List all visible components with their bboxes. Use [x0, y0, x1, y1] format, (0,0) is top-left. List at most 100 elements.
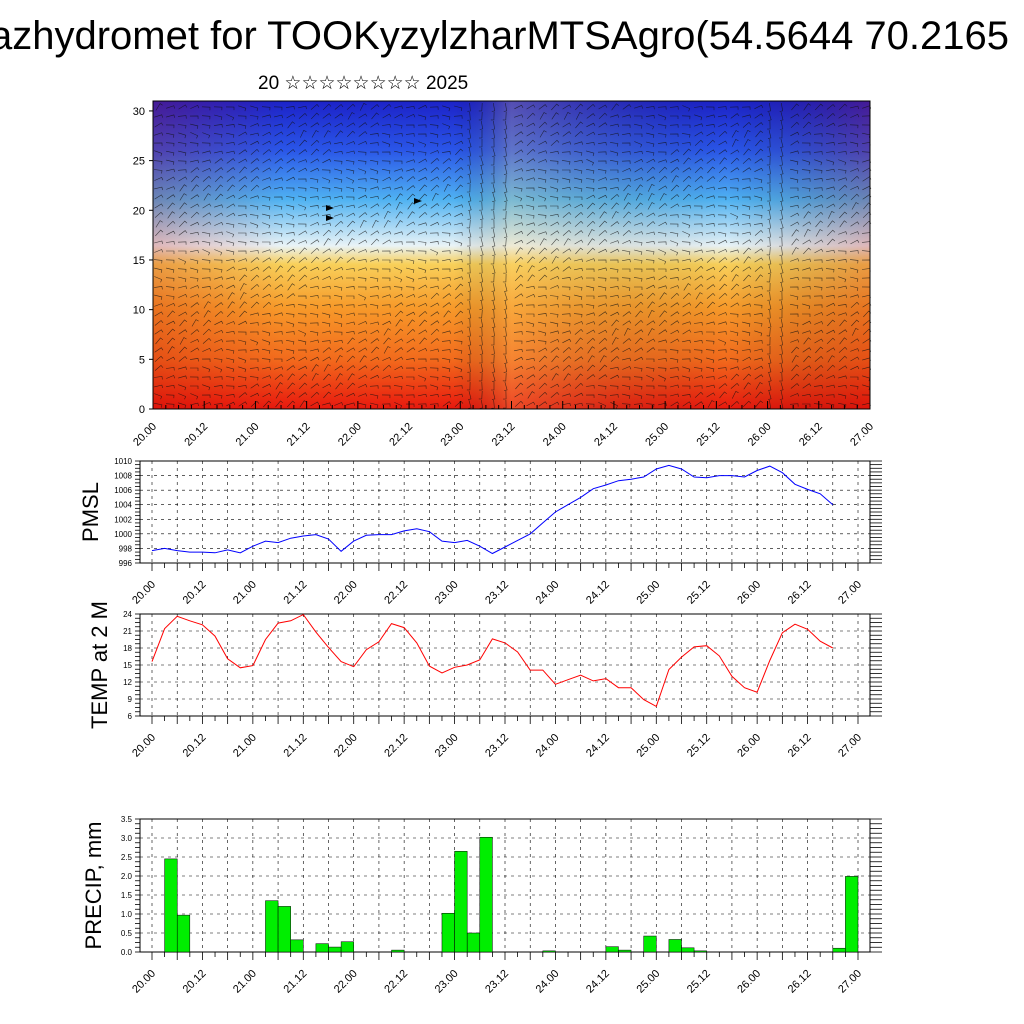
wind-barb [165, 367, 175, 371]
wind-barb [802, 131, 812, 137]
wind-barb [610, 366, 619, 371]
wind-barb [538, 330, 547, 337]
x-tick-label: 22.00 [332, 732, 360, 760]
wind-barb [467, 246, 471, 256]
wind-barb [226, 223, 235, 228]
grid [140, 460, 870, 564]
wind-barb [646, 292, 656, 300]
wind-barb [491, 166, 495, 175]
wind-barb [527, 256, 536, 264]
wind-barb [153, 160, 163, 165]
wind-barb [394, 150, 403, 156]
wind-barb [431, 192, 439, 201]
wind-barb [226, 194, 236, 200]
wind-barb [322, 402, 331, 406]
wind-barb [359, 103, 367, 111]
wind-barb [430, 328, 440, 336]
wind-barb [285, 331, 295, 335]
wind-barb [718, 140, 728, 146]
wind-barb [166, 114, 175, 118]
wind-barb [826, 122, 836, 128]
wind-barb [562, 346, 572, 353]
wind-barb [645, 403, 655, 408]
wind-barb [346, 130, 356, 138]
wind-barb [371, 346, 380, 354]
wind-barb [802, 393, 811, 398]
wind-barb [491, 120, 495, 130]
wind-barb [226, 240, 235, 247]
wind-barb [610, 193, 620, 200]
wind-barb [587, 202, 596, 210]
wind-barb [286, 348, 295, 354]
wind-barb [718, 321, 727, 325]
x-tick-label: 27.00 [836, 732, 864, 760]
wind-barb [371, 112, 379, 120]
wind-barb [503, 318, 507, 328]
wind-barb [371, 219, 379, 228]
wind-barb [274, 240, 283, 245]
wind-barb [262, 177, 272, 181]
wind-barb [850, 186, 860, 190]
wind-barb [358, 212, 368, 218]
wind-barb [706, 256, 716, 263]
wind-barb [286, 213, 295, 220]
wind-barb [322, 356, 332, 362]
wind-barb [826, 104, 836, 110]
wind-barb [838, 193, 848, 201]
wind-barb [573, 304, 583, 308]
wind-barb [262, 301, 272, 308]
wind-barb [214, 310, 224, 317]
wind-barb [768, 112, 772, 121]
wind-barb [658, 268, 667, 272]
wind-barb [227, 292, 235, 300]
wind-barb [273, 214, 283, 218]
wind-barb [754, 195, 763, 202]
wind-barb [850, 393, 859, 400]
wind-barb [611, 319, 619, 327]
wind-barb [742, 204, 751, 210]
wind-barb [262, 123, 271, 128]
wind-barb [287, 274, 295, 282]
wind-barb [827, 220, 835, 228]
wind-barb [237, 250, 247, 254]
wind-barb [287, 256, 296, 264]
x-tick-label: 22.12 [382, 579, 410, 607]
wind-barb [742, 321, 751, 327]
wind-barb [551, 355, 559, 363]
wind-barb [178, 303, 188, 307]
wind-barb [478, 102, 483, 112]
wind-barb [827, 355, 835, 363]
wind-barb [335, 355, 343, 363]
wind-barb [417, 385, 427, 389]
wind-barb [790, 339, 800, 343]
wind-barb [393, 160, 403, 165]
wind-barb [525, 331, 535, 336]
wind-barb [443, 183, 451, 192]
wind-barb [586, 122, 596, 128]
wind-barb [455, 157, 464, 165]
wind-barb [190, 150, 199, 154]
wind-barb [406, 221, 416, 227]
wind-barb [262, 249, 272, 253]
wind-barb [646, 240, 655, 245]
wind-barb [154, 194, 164, 200]
wind-barb [262, 158, 272, 164]
wind-barb [430, 393, 439, 398]
wind-barb [177, 160, 187, 165]
wind-barb [203, 310, 211, 318]
wind-barb [346, 177, 355, 184]
wind-barb [177, 124, 187, 129]
wind-barb [768, 265, 772, 274]
wind-barb [479, 256, 483, 265]
wind-barb [791, 355, 799, 363]
wind-barb [273, 322, 283, 327]
wind-barb [826, 364, 836, 372]
wind-barb [406, 347, 416, 353]
wind-barb [346, 277, 355, 281]
wind-barb [417, 241, 427, 246]
wind-barb [347, 229, 355, 237]
x-tick-label: 26.12 [786, 732, 814, 760]
x-tick-label: 23.00 [438, 421, 466, 449]
wind-barb [610, 240, 620, 244]
wind-barb [310, 391, 320, 398]
